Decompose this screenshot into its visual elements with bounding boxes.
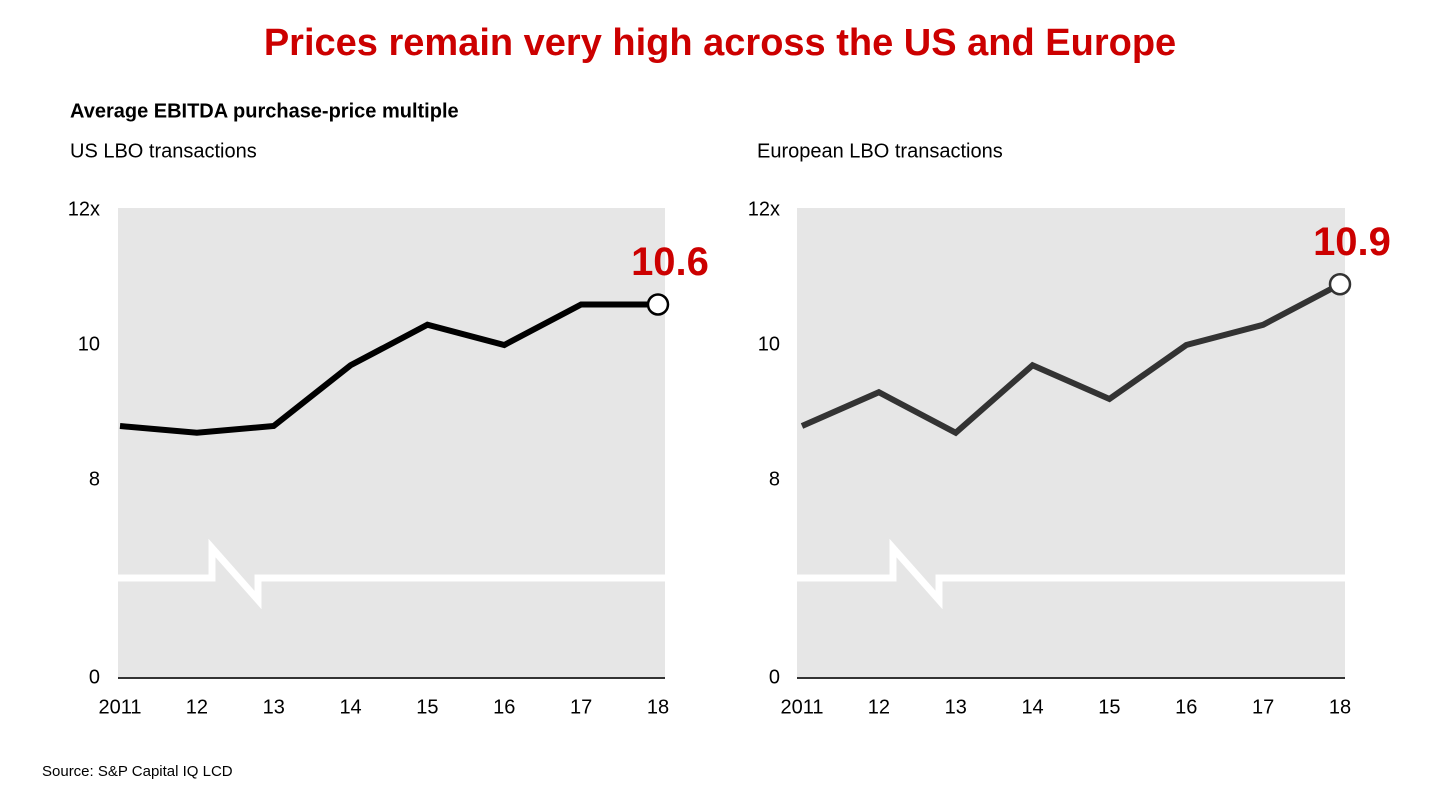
x-tick-label: 14 (1021, 696, 1043, 718)
y-tick-label: 8 (769, 468, 780, 490)
data-line (800, 281, 1342, 437)
chart-panel: US LBO transactions 0 8 10 12x 2011 12 13 14 15 16… (68, 140, 709, 718)
x-tick-label: 18 (1329, 696, 1351, 718)
y-tick-label: 0 (769, 666, 780, 688)
plot-area (797, 208, 1345, 678)
x-tick-label: 15 (416, 696, 438, 718)
x-tick-label: 17 (1252, 696, 1274, 718)
value-label: 10.6 (631, 240, 709, 284)
page-title: Prices remain very high across the US an… (264, 22, 1176, 64)
x-tick-label: 15 (1098, 696, 1120, 718)
subtitle: Average EBITDA purchase-price multiple (70, 100, 459, 122)
x-tick-label: 12 (186, 696, 208, 718)
y-tick-label: 0 (89, 666, 100, 688)
axis-break (118, 538, 665, 610)
x-tick-label: 17 (570, 696, 592, 718)
y-tick-label: 10 (78, 333, 100, 355)
x-tick-label: 13 (263, 696, 285, 718)
x-tick-label: 13 (945, 696, 967, 718)
end-marker (1328, 273, 1352, 296)
y-tick-label: 12x (68, 198, 100, 220)
end-marker (646, 293, 670, 316)
y-tick-label: 10 (758, 333, 780, 355)
x-tick-label: 18 (647, 696, 669, 718)
chart-title: European LBO transactions (757, 140, 1003, 162)
chart-title: US LBO transactions (70, 140, 257, 162)
x-tick-label: 2011 (98, 696, 141, 718)
source: Source: S&P Capital IQ LCD (42, 763, 233, 780)
x-tick-label: 12 (868, 696, 890, 718)
y-tick-label: 8 (89, 468, 100, 490)
value-label: 10.9 (1313, 220, 1391, 264)
x-tick-label: 16 (493, 696, 515, 718)
plot-area (118, 208, 665, 678)
axis-break (797, 538, 1345, 610)
x-tick-label: 16 (1175, 696, 1197, 718)
chart-panel: European LBO transactions 0 8 10 12x 2011 12 13… (748, 140, 1391, 718)
y-tick-label: 12x (748, 198, 780, 220)
x-tick-label: 2011 (780, 696, 823, 718)
x-tick-label: 14 (339, 696, 361, 718)
data-line (119, 301, 658, 436)
